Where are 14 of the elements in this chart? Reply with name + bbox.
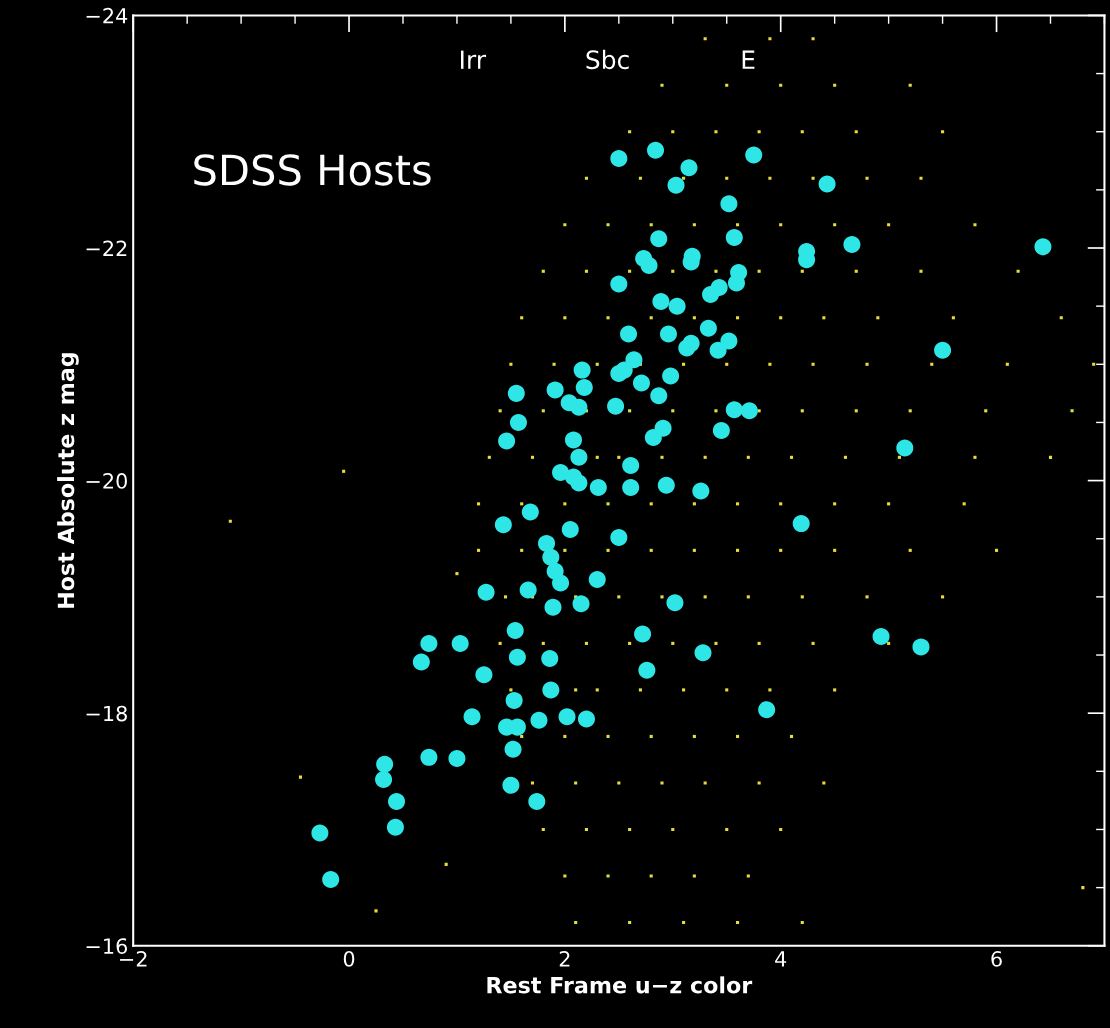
y-tick-label: −20 <box>86 473 127 489</box>
annotation: Sbc <box>586 49 629 70</box>
x-tick-label: 4 <box>775 951 787 967</box>
x-axis-title: Rest Frame u−z color <box>487 976 753 994</box>
y-axis-title: Host Absolute z mag <box>57 353 79 608</box>
y-tick-label: −18 <box>86 705 127 722</box>
annotation: E <box>742 50 755 69</box>
annotation: SDSS Hosts <box>194 154 431 186</box>
x-tick-label: 2 <box>559 950 570 967</box>
x-tick-label: 0 <box>343 950 355 967</box>
y-tick-label: −22 <box>86 240 127 256</box>
y-tick-label: −24 <box>86 7 128 24</box>
annotation: Irr <box>461 50 487 69</box>
x-tick-label: 6 <box>991 950 1002 967</box>
